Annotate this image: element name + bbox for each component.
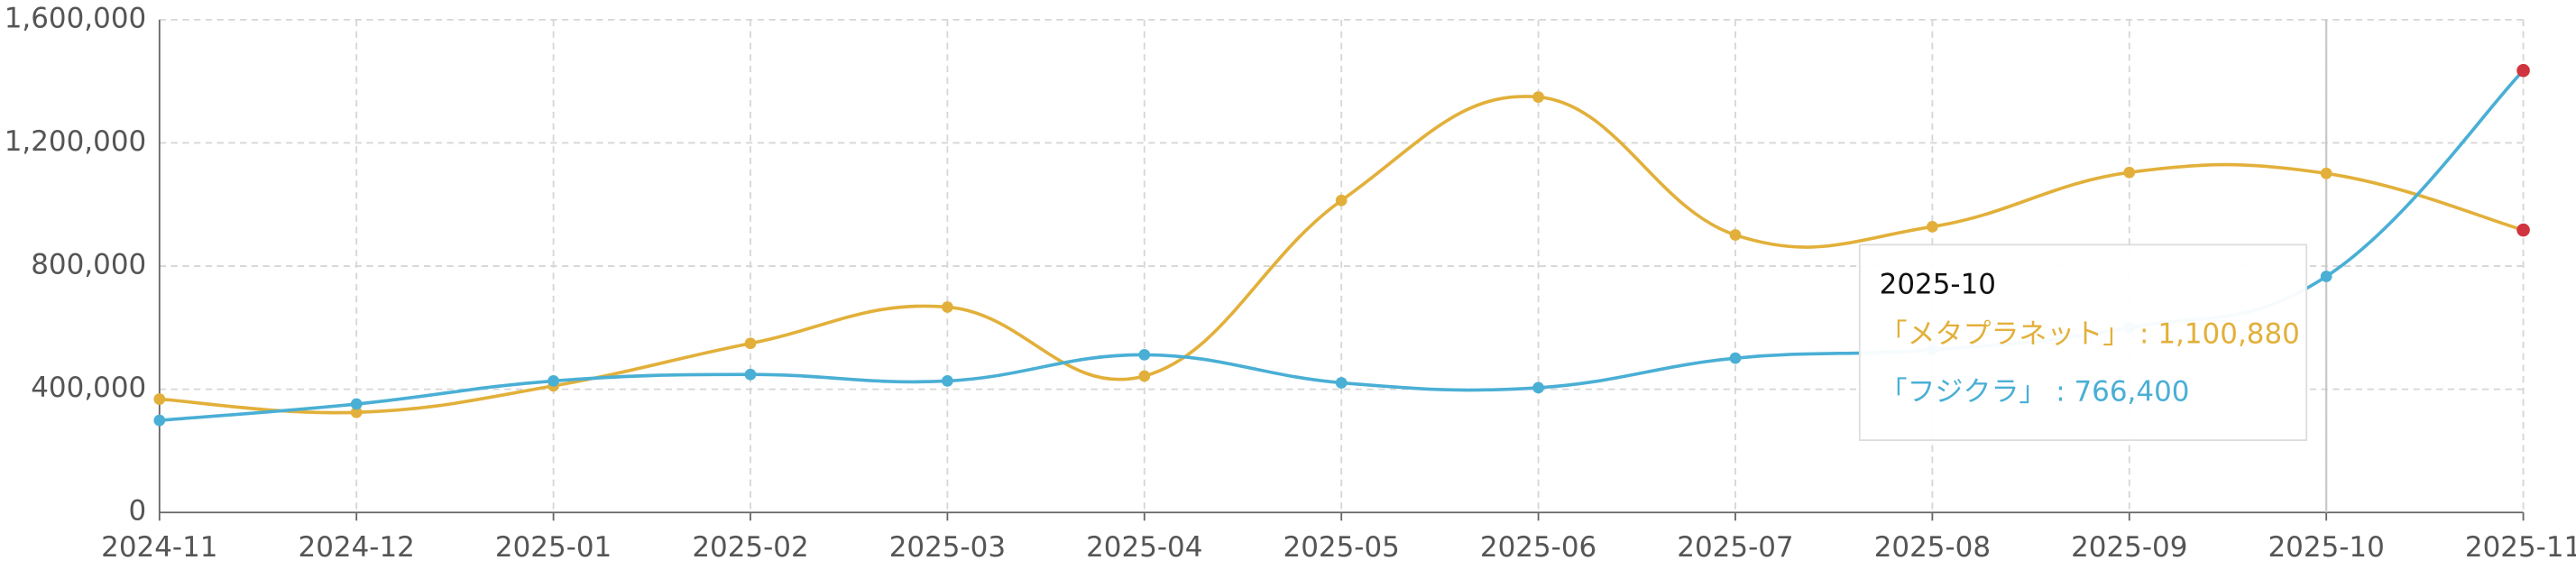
tooltip-value: 766,400: [2074, 375, 2189, 408]
tooltip-label: 「フジクラ」 :: [1880, 375, 2075, 408]
data-point: [744, 337, 757, 350]
data-point: [350, 406, 363, 418]
data-point: [2516, 63, 2530, 78]
x-tick-label: 2025-07: [1677, 531, 1793, 564]
data-point: [1138, 349, 1151, 361]
x-tick-label: 2024-12: [299, 531, 415, 564]
data-point: [2320, 167, 2332, 179]
y-tick-label: 800,000: [31, 249, 146, 281]
tooltip-label: 「メタプラネット」 :: [1880, 317, 2158, 350]
x-tick-label: 2025-03: [889, 531, 1006, 564]
data-point: [942, 375, 953, 387]
data-point: [2516, 223, 2530, 237]
data-point: [942, 301, 953, 313]
x-tick-label: 2025-08: [1874, 531, 1991, 564]
x-tick-label: 2025-10: [2268, 531, 2384, 564]
data-point: [1532, 91, 1544, 103]
data-point: [153, 414, 166, 427]
data-point: [1729, 352, 1742, 364]
tooltip-box: [1858, 243, 2308, 441]
data-point: [1335, 194, 1348, 207]
data-point: [1532, 381, 1544, 394]
x-tick-label: 2025-04: [1086, 531, 1202, 564]
y-tick-label: 400,000: [31, 372, 146, 404]
data-point: [2320, 271, 2332, 282]
tooltip-row: 「メタプラネット」 : 1,100,880: [1880, 317, 2300, 350]
tooltip-row: 「フジクラ」 : 766,400: [1880, 375, 2190, 408]
y-tick-label: 1,600,000: [5, 2, 147, 34]
x-tick-label: 2025-06: [1480, 531, 1596, 564]
tooltip-value: 1,100,880: [2157, 317, 2300, 350]
y-tick-label: 0: [129, 495, 147, 528]
x-tick-label: 2025-11: [2465, 531, 2576, 564]
data-point: [350, 398, 363, 410]
data-point: [744, 368, 757, 381]
y-tick-label: 1,200,000: [5, 125, 147, 158]
data-point: [1927, 220, 1938, 233]
data-point: [2123, 166, 2136, 179]
x-tick-label: 2025-05: [1283, 531, 1400, 564]
x-tick-label: 2025-01: [495, 531, 612, 564]
x-tick-label: 2024-11: [101, 531, 217, 564]
x-tick-label: 2025-09: [2071, 531, 2187, 564]
data-point: [1138, 370, 1151, 382]
tooltip-title: 2025-10: [1880, 268, 1996, 300]
data-point: [547, 375, 559, 387]
data-point: [1729, 229, 1742, 241]
x-tick-label: 2025-02: [692, 531, 808, 564]
tooltip: 2025-10 「メタプラネット」 : 1,100,880 「フジクラ」 : 766…: [1858, 243, 2308, 441]
data-point: [1335, 377, 1348, 389]
data-point: [153, 393, 166, 405]
